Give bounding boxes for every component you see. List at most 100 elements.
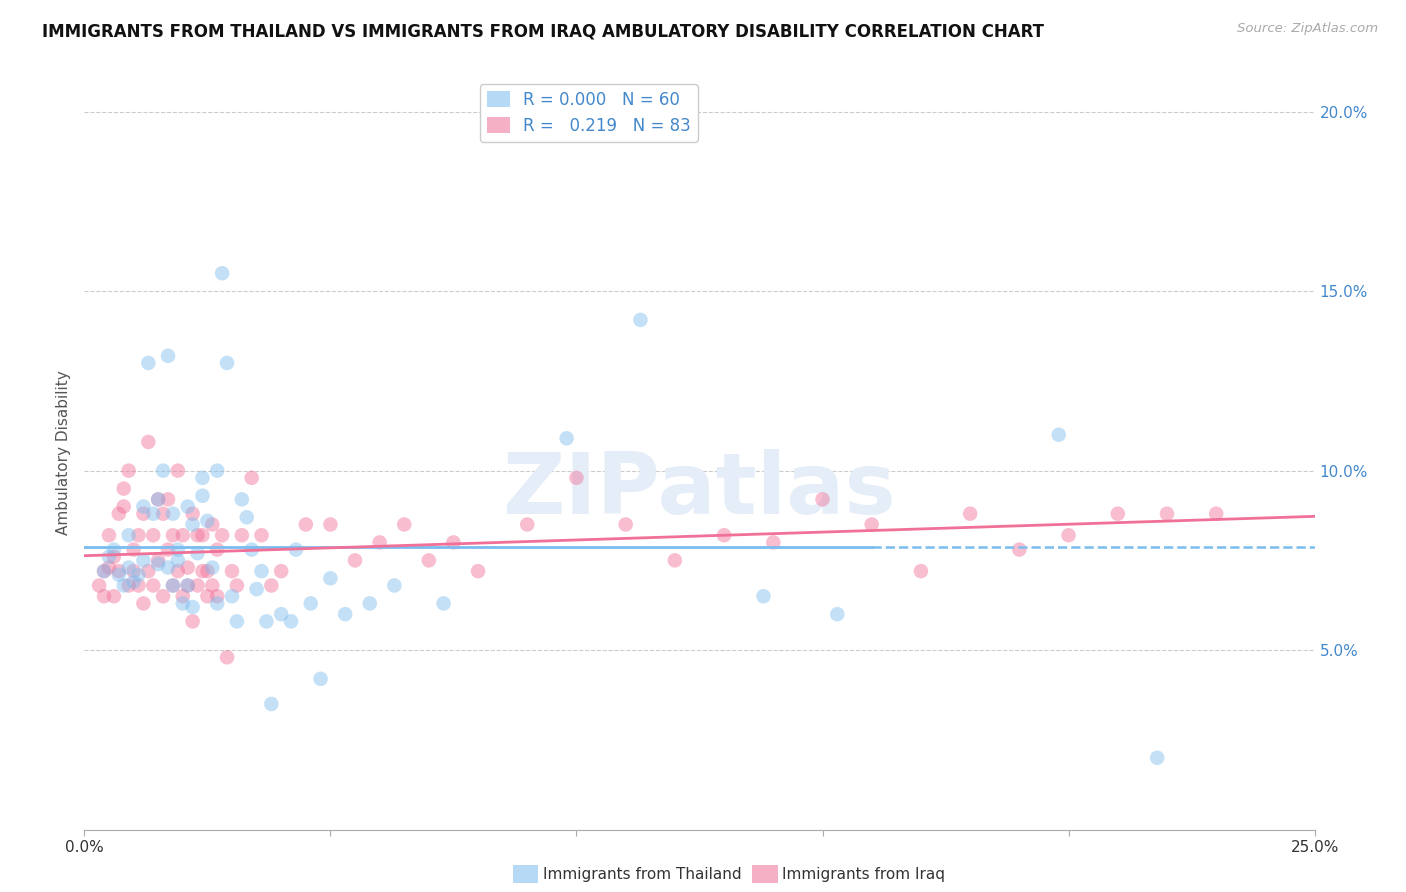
Point <box>1008 542 1031 557</box>
Point <box>762 535 785 549</box>
Point <box>177 500 200 514</box>
Point <box>132 507 155 521</box>
Point <box>246 582 269 596</box>
Text: Source: ZipAtlas.com: Source: ZipAtlas.com <box>1237 22 1378 36</box>
Point <box>93 589 115 603</box>
Point <box>132 553 155 567</box>
Point <box>270 564 292 578</box>
Point <box>207 542 229 557</box>
Point <box>138 434 160 449</box>
Point <box>148 553 170 567</box>
Point <box>122 564 145 578</box>
Point <box>394 517 416 532</box>
Point <box>157 560 180 574</box>
Point <box>142 528 165 542</box>
Point <box>186 578 209 592</box>
Point <box>433 596 456 610</box>
Point <box>142 507 165 521</box>
Point <box>1205 507 1227 521</box>
Point <box>664 553 686 567</box>
Point <box>250 528 273 542</box>
Point <box>811 492 834 507</box>
Point <box>467 564 489 578</box>
Point <box>118 560 141 574</box>
Point <box>299 596 322 610</box>
Point <box>138 356 160 370</box>
Point <box>260 697 283 711</box>
Point <box>181 507 204 521</box>
Point <box>211 528 233 542</box>
Point <box>368 535 391 549</box>
Point <box>181 517 204 532</box>
Point <box>231 492 253 507</box>
Point <box>225 578 249 592</box>
Point <box>103 589 125 603</box>
Point <box>211 266 233 280</box>
Point <box>197 589 219 603</box>
Point <box>260 578 283 592</box>
Point <box>177 578 200 592</box>
Point <box>217 650 239 665</box>
Point <box>236 510 259 524</box>
Point <box>112 482 135 496</box>
Point <box>162 528 184 542</box>
Point <box>221 564 243 578</box>
Point <box>87 578 111 592</box>
Point <box>148 492 170 507</box>
Point <box>157 492 180 507</box>
Point <box>138 564 160 578</box>
Point <box>152 589 174 603</box>
Point <box>152 464 174 478</box>
Point <box>177 560 200 574</box>
Point <box>157 349 180 363</box>
Point <box>614 517 637 532</box>
Point <box>240 471 263 485</box>
Point <box>335 607 357 622</box>
Point <box>201 578 224 592</box>
Point <box>207 464 229 478</box>
Point <box>319 517 342 532</box>
Point <box>384 578 406 592</box>
Point <box>256 615 278 629</box>
Point <box>152 507 174 521</box>
Legend: R = 0.000   N = 60, R =   0.219   N = 83: R = 0.000 N = 60, R = 0.219 N = 83 <box>479 84 697 142</box>
Point <box>860 517 883 532</box>
Point <box>555 431 578 445</box>
Point <box>148 557 170 571</box>
Point <box>118 464 141 478</box>
Point <box>565 471 588 485</box>
Point <box>207 589 229 603</box>
Point <box>344 553 367 567</box>
Point <box>630 313 652 327</box>
Point <box>197 514 219 528</box>
Point <box>122 542 145 557</box>
Point <box>713 528 735 542</box>
Point <box>240 542 263 557</box>
Point <box>443 535 465 549</box>
Point <box>93 564 115 578</box>
Point <box>162 578 184 592</box>
Point <box>191 564 214 578</box>
Point <box>98 560 120 574</box>
Point <box>108 564 131 578</box>
Point <box>752 589 775 603</box>
Point <box>295 517 318 532</box>
Point <box>166 564 188 578</box>
Point <box>959 507 981 521</box>
Point <box>284 542 308 557</box>
Point <box>166 464 188 478</box>
Point <box>162 578 184 592</box>
Point <box>231 528 253 542</box>
Point <box>112 578 135 592</box>
Point <box>108 507 131 521</box>
Point <box>93 564 115 578</box>
Point <box>270 607 292 622</box>
Point <box>128 567 150 582</box>
Point <box>207 596 229 610</box>
Point <box>280 615 302 629</box>
Point <box>250 564 273 578</box>
Point <box>118 578 141 592</box>
Point <box>181 615 204 629</box>
Point <box>103 542 125 557</box>
Point <box>108 567 131 582</box>
